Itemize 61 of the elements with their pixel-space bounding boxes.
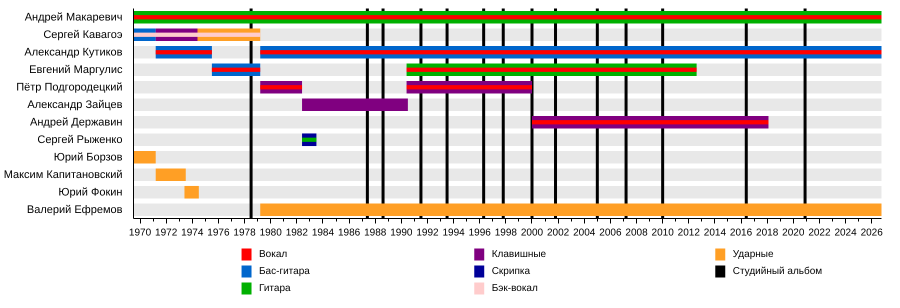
y-tick-label: Юрий Борзов <box>54 151 123 164</box>
bar <box>212 68 260 72</box>
y-tick-label: Александр Кутиков <box>24 46 123 58</box>
x-tick-label: 2018 <box>756 228 779 238</box>
y-tick-label: Андрей Державин <box>30 116 123 128</box>
x-tick-label: 1990 <box>390 228 413 238</box>
x-tick-label: 1988 <box>364 228 387 238</box>
x-tick-label: 2022 <box>808 228 831 238</box>
x-tick-label: 1970 <box>128 228 152 238</box>
y-tick-label: Сергей Кавагоэ <box>43 28 123 41</box>
x-tick-label: 2020 <box>782 228 805 238</box>
bar <box>532 120 768 124</box>
bar <box>156 50 212 54</box>
legend-label: Гитара <box>259 283 292 294</box>
x-tick-label: 1996 <box>468 228 492 238</box>
y-tick-label: Александр Зайцев <box>27 98 123 111</box>
bar <box>134 32 260 37</box>
y-tick-label: Юрий Фокин <box>58 186 123 198</box>
y-tick-label: Пётр Подгородецкий <box>16 81 123 94</box>
x-tick-label: 2016 <box>730 228 753 238</box>
legend-label: Бас-гитара <box>259 266 310 277</box>
x-tick-label: 1980 <box>260 228 282 238</box>
x-tick-label: 2008 <box>625 228 648 238</box>
x-tick-label: 1978 <box>233 228 256 238</box>
y-tick-label: Андрей Макаревич <box>24 11 122 24</box>
x-tick-label: 1992 <box>416 228 440 238</box>
legend-label: Клавишные <box>492 249 547 260</box>
legend-label: Бэк-вокал <box>492 283 538 294</box>
bar <box>184 186 199 199</box>
x-tick-label: 2014 <box>704 228 726 238</box>
bar <box>134 150 156 164</box>
bar <box>406 85 532 90</box>
x-tick-label: 1984 <box>312 228 335 238</box>
x-tick-label: 1994 <box>442 228 466 238</box>
x-tick-label: 1986 <box>338 228 361 238</box>
x-tick-label: 2006 <box>599 228 622 238</box>
x-tick-label: 2026 <box>860 228 884 238</box>
x-tick-label: 1972 <box>155 228 178 238</box>
x-tick-label: 1974 <box>181 228 204 238</box>
x-tick-label: 1976 <box>207 228 230 238</box>
legend-label: Ударные <box>732 249 774 260</box>
y-tick-label: Сергей Рыженко <box>37 134 123 146</box>
bar <box>134 15 882 20</box>
bar <box>260 85 302 90</box>
y-tick-label: Максим Капитановский <box>4 168 123 181</box>
x-tick-label: 2004 <box>573 228 596 238</box>
legend-label: Вокал <box>259 249 288 260</box>
x-tick-label: 1982 <box>286 228 308 238</box>
x-tick-label: 2012 <box>678 228 700 238</box>
legend-label: Скрипка <box>492 266 530 277</box>
x-tick-label: 1998 <box>494 228 518 238</box>
bar <box>302 98 408 112</box>
y-tick-label: Валерий Ефремов <box>26 204 123 216</box>
x-tick-label: 2010 <box>652 228 674 238</box>
y-tick-label: Евгений Маргулис <box>29 64 123 76</box>
x-tick-label: 2000 <box>520 228 544 238</box>
legend-label: Студийный альбом <box>732 266 822 277</box>
bar <box>156 168 186 182</box>
bar <box>406 68 697 72</box>
x-tick-label: 2024 <box>834 228 858 238</box>
x-tick-label: 2002 <box>547 228 570 238</box>
